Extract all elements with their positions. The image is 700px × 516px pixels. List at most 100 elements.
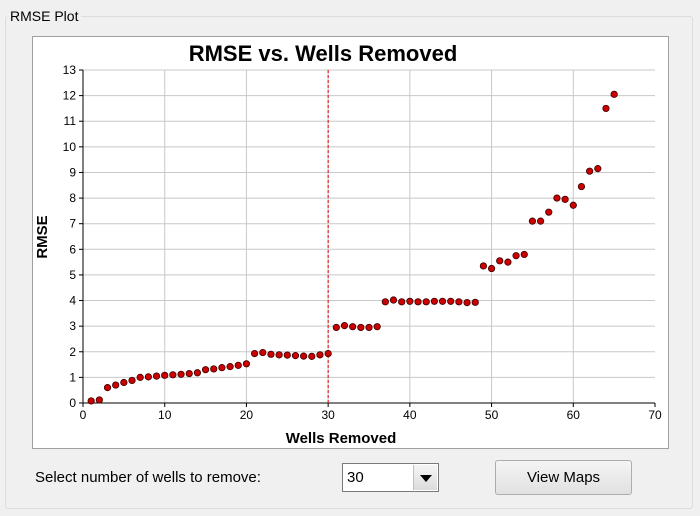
data-point <box>398 298 406 306</box>
data-point <box>152 372 161 380</box>
y-tick-label: 8 <box>69 191 76 205</box>
data-point <box>128 376 136 385</box>
data-point <box>169 371 177 379</box>
data-point <box>144 373 152 381</box>
data-point <box>373 323 381 331</box>
data-point <box>602 104 610 113</box>
data-point <box>120 378 128 387</box>
data-point <box>291 352 300 360</box>
y-tick-label: 0 <box>69 396 76 410</box>
groupbox-title: RMSE Plot <box>7 8 82 24</box>
chart-points <box>87 90 618 405</box>
data-point <box>283 351 291 359</box>
data-point <box>87 397 95 405</box>
data-point <box>471 298 479 306</box>
chart-title: RMSE vs. Wells Removed <box>189 41 458 66</box>
rmse-plot-groupbox <box>5 16 693 509</box>
data-point <box>496 257 504 265</box>
data-point <box>389 296 398 304</box>
data-point <box>406 297 414 305</box>
data-point <box>504 258 512 266</box>
y-tick-label: 11 <box>64 114 77 128</box>
chevron-down-icon[interactable] <box>413 465 437 490</box>
data-point <box>594 165 602 173</box>
data-point <box>414 298 422 306</box>
data-point <box>520 250 528 259</box>
data-point <box>561 195 569 203</box>
data-point <box>422 298 430 306</box>
y-tick-label: 7 <box>69 217 76 231</box>
data-point <box>463 298 471 307</box>
data-point <box>438 297 447 305</box>
data-point <box>365 323 373 332</box>
data-point <box>357 323 365 332</box>
data-point <box>332 323 340 332</box>
data-point <box>569 201 577 209</box>
y-tick-label: 5 <box>69 268 76 282</box>
chart-grid <box>83 69 655 403</box>
y-tick-label: 6 <box>69 242 76 256</box>
data-point <box>610 90 618 98</box>
y-tick-label: 9 <box>69 165 76 179</box>
data-point <box>553 194 561 202</box>
wells-to-remove-label: Select number of wells to remove: <box>35 469 261 486</box>
data-point <box>136 373 144 381</box>
wells-to-remove-value: 30 <box>347 469 364 486</box>
x-tick-label: 30 <box>321 408 335 422</box>
data-point <box>95 396 103 404</box>
data-point <box>487 264 496 273</box>
y-axis-label: RMSE <box>34 215 51 258</box>
data-point <box>512 252 520 260</box>
y-tick-label: 2 <box>69 345 76 359</box>
data-point <box>381 298 389 306</box>
data-point <box>210 365 218 373</box>
x-tick-label: 20 <box>240 408 254 422</box>
data-point <box>242 360 251 368</box>
data-point <box>251 349 259 358</box>
x-tick-label: 0 <box>80 408 87 422</box>
data-point <box>316 351 324 359</box>
data-point <box>308 352 316 360</box>
data-point <box>586 167 594 175</box>
data-point <box>577 182 586 191</box>
y-tick-label: 1 <box>69 370 76 384</box>
data-point <box>324 349 332 358</box>
y-tick-label: 10 <box>63 140 77 154</box>
data-point <box>536 217 545 225</box>
data-point <box>259 348 267 357</box>
data-point <box>545 208 553 216</box>
data-point <box>455 298 463 306</box>
data-point <box>479 262 487 270</box>
data-point <box>177 370 185 378</box>
x-axis-label: Wells Removed <box>286 430 397 447</box>
data-point <box>340 322 349 330</box>
data-point <box>218 364 226 372</box>
data-point <box>112 381 120 389</box>
data-point <box>430 297 438 305</box>
data-point <box>349 323 357 331</box>
x-tick-label: 10 <box>158 408 172 422</box>
view-maps-button[interactable]: View Maps <box>495 460 632 495</box>
data-point <box>161 371 169 379</box>
data-point <box>447 297 455 305</box>
y-tick-label: 4 <box>69 294 76 308</box>
x-tick-label: 50 <box>485 408 499 422</box>
rmse-chart: 0 10 20 30 40 50 60 70 0 1 2 3 4 5 6 7 8 9 10 11 12 13 RMSE … <box>32 36 669 449</box>
y-tick-label: 3 <box>69 319 76 333</box>
data-point <box>528 217 537 225</box>
chart-axes <box>82 70 655 404</box>
data-point <box>275 351 283 359</box>
x-tick-label: 40 <box>403 408 417 422</box>
y-tick-label: 13 <box>63 63 77 77</box>
x-tick-label: 60 <box>567 408 581 422</box>
wells-to-remove-select[interactable]: 30 <box>342 463 439 492</box>
data-point <box>267 350 275 358</box>
data-point <box>234 361 242 369</box>
x-axis-ticks: 0 10 20 30 40 50 60 70 <box>80 403 662 422</box>
data-point <box>193 369 201 377</box>
data-point <box>300 352 308 360</box>
data-point <box>226 363 234 371</box>
data-point <box>201 366 210 374</box>
